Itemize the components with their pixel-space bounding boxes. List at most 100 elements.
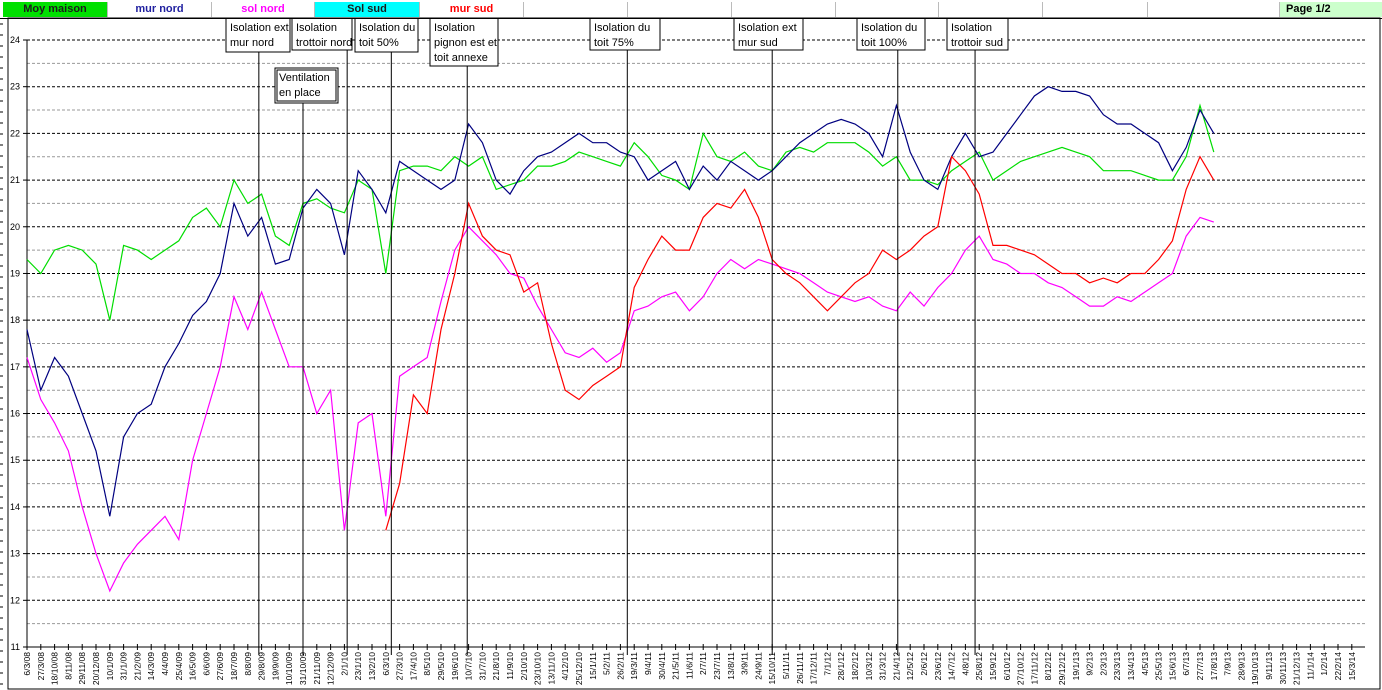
x-tick-label: 19/10/13 bbox=[1250, 652, 1260, 685]
x-tick-label: 14/7/12 bbox=[947, 652, 957, 681]
x-tick-label: 21/8/10 bbox=[491, 652, 501, 681]
x-tick-label: 4/4/09 bbox=[160, 652, 170, 676]
x-tick-label: 29/5/10 bbox=[436, 652, 446, 681]
y-tick-label: 21 bbox=[10, 175, 20, 185]
x-tick-label: 13/8/11 bbox=[726, 652, 736, 680]
x-tick-label: 2/7/11 bbox=[698, 652, 708, 675]
x-tick-label: 3/9/11 bbox=[740, 652, 750, 675]
x-tick-label: 19/6/10 bbox=[450, 652, 460, 681]
x-tick-label: 27/7/13 bbox=[1195, 652, 1205, 681]
annotation-box bbox=[274, 67, 339, 104]
x-tick-label: 11/6/11 bbox=[684, 652, 694, 679]
x-tick-label: 19/1/13 bbox=[1071, 652, 1081, 681]
x-tick-label: 26/2/11 bbox=[615, 652, 625, 680]
x-tick-label: 6/3/10 bbox=[381, 652, 391, 676]
annotation: Ventilation en place bbox=[274, 67, 339, 655]
x-tick-label: 31/10/09 bbox=[298, 652, 308, 685]
x-tick-label: 10/10/09 bbox=[284, 652, 294, 685]
x-tick-label: 5/11/11 bbox=[781, 652, 791, 679]
annotation-box bbox=[354, 17, 419, 53]
annotation: Isolation ext mur sud bbox=[733, 17, 804, 655]
x-tick-label: 27/6/09 bbox=[215, 652, 225, 681]
x-tick-label: 10/1/09 bbox=[105, 652, 115, 681]
annotation: Isolation ext mur nord bbox=[225, 17, 291, 655]
x-tick-label: 8/5/10 bbox=[422, 652, 432, 676]
annotation-text: Isolation bbox=[434, 22, 475, 34]
x-tick-label: 17/11/12 bbox=[1029, 652, 1039, 685]
annotation-text: trottoir sud bbox=[951, 37, 1003, 49]
x-tick-label: 21/12/13 bbox=[1292, 652, 1302, 685]
x-tick-label: 21/11/09 bbox=[312, 652, 322, 685]
annotation-box bbox=[946, 17, 1009, 51]
x-tick-label: 12/12/09 bbox=[326, 652, 336, 685]
x-tick-label: 10/7/10 bbox=[464, 652, 474, 681]
x-tick-label: 19/9/09 bbox=[270, 652, 280, 681]
annotation: Isolation du toit 50% bbox=[354, 17, 419, 655]
annotation: Isolation du toit 75% bbox=[589, 17, 661, 655]
annotation-text: toit annexe bbox=[434, 52, 488, 64]
y-tick-label: 22 bbox=[10, 128, 20, 138]
annotation-box bbox=[589, 17, 661, 51]
page-indicator[interactable]: Page 1/2 bbox=[1280, 2, 1382, 17]
x-tick-label: 13/2/10 bbox=[367, 652, 377, 681]
annotation-text: toit 50% bbox=[359, 37, 399, 49]
y-tick-label: 13 bbox=[10, 549, 20, 559]
series-line-mur-sud bbox=[385, 155, 1215, 531]
x-tick-label: 23/7/11 bbox=[712, 652, 722, 680]
y-tick-label: 23 bbox=[10, 82, 20, 92]
annotation-text: trottoir nord bbox=[296, 37, 352, 49]
annotation-text: Isolation du bbox=[861, 22, 917, 34]
x-tick-label: 25/5/13 bbox=[1154, 652, 1164, 681]
x-tick-label: 23/1/10 bbox=[353, 652, 363, 681]
y-tick-label: 12 bbox=[10, 595, 20, 605]
x-tick-label: 15/9/12 bbox=[988, 652, 998, 681]
empty-cell bbox=[524, 2, 628, 17]
annotation-text: Isolation bbox=[296, 22, 337, 34]
x-tick-label: 28/9/13 bbox=[1236, 652, 1246, 681]
x-tick-label: 18/10/08 bbox=[50, 652, 60, 685]
empty-cell bbox=[1148, 2, 1280, 17]
x-tick-label: 8/8/09 bbox=[243, 652, 253, 676]
legend-mur-sud: mur sud bbox=[420, 2, 524, 17]
x-tick-label: 11/9/10 bbox=[505, 652, 515, 680]
x-tick-label: 8/12/12 bbox=[1043, 652, 1053, 681]
x-tick-label: 7/1/12 bbox=[822, 652, 832, 676]
x-tick-label: 14/3/09 bbox=[146, 652, 156, 681]
y-tick-label: 16 bbox=[10, 409, 20, 419]
legend-header-row: Moy maison mur nord sol nord Sol sud mur… bbox=[0, 0, 1382, 19]
y-tick-label: 19 bbox=[10, 268, 20, 278]
x-tick-label: 6/7/13 bbox=[1181, 652, 1191, 676]
x-tick-label: 25/12/10 bbox=[574, 652, 584, 685]
x-tick-label: 31/7/10 bbox=[477, 652, 487, 681]
series-line-mur-nord bbox=[26, 86, 1215, 517]
x-tick-label: 22/2/14 bbox=[1333, 652, 1343, 681]
x-tick-label: 30/11/13 bbox=[1278, 652, 1288, 685]
x-tick-label: 27/10/12 bbox=[1016, 652, 1026, 685]
empty-cell bbox=[732, 2, 836, 17]
x-tick-label: 12/5/12 bbox=[905, 652, 915, 681]
annotation-box bbox=[733, 17, 804, 51]
empty-cell bbox=[1043, 2, 1148, 17]
x-tick-label: 15/3/14 bbox=[1347, 652, 1357, 681]
x-tick-label: 19/3/11 bbox=[629, 652, 639, 680]
annotation-text: pignon est et bbox=[434, 37, 497, 49]
x-tick-label: 4/12/10 bbox=[560, 652, 570, 681]
x-tick-label: 15/6/13 bbox=[1167, 652, 1177, 681]
x-tick-label: 6/3/08 bbox=[22, 652, 32, 676]
empty-cell bbox=[628, 2, 732, 17]
x-tick-label: 9/2/13 bbox=[1085, 652, 1095, 676]
x-tick-label: 13/11/10 bbox=[546, 652, 556, 685]
series-line-moy-maison bbox=[26, 103, 1215, 321]
x-tick-label: 29/12/12 bbox=[1057, 652, 1067, 685]
x-tick-label: 4/8/12 bbox=[960, 652, 970, 676]
x-tick-label: 2/10/10 bbox=[519, 652, 529, 681]
x-tick-label: 27/3/10 bbox=[395, 652, 405, 681]
x-tick-label: 21/4/12 bbox=[891, 652, 901, 681]
x-tick-label: 4/5/13 bbox=[1140, 652, 1150, 676]
x-tick-label: 10/3/12 bbox=[864, 652, 874, 681]
x-tick-label: 21/5/11 bbox=[671, 652, 681, 680]
plot-frame bbox=[7, 17, 1381, 690]
x-tick-label: 11/1/14 bbox=[1305, 652, 1315, 680]
x-tick-label: 9/11/13 bbox=[1264, 652, 1274, 680]
